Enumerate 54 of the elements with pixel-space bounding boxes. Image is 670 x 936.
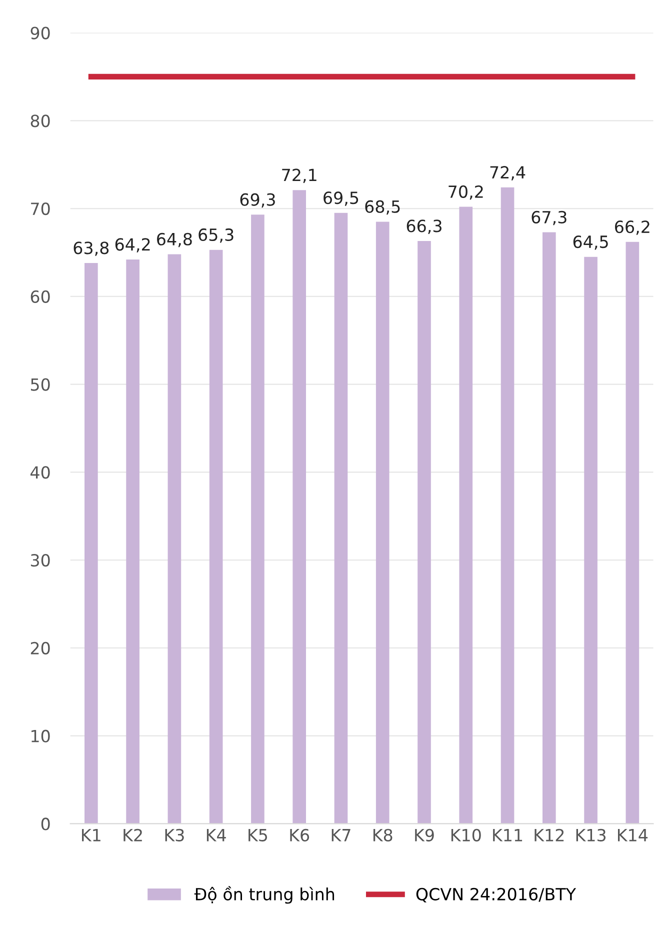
x-tick-label: K3	[165, 828, 184, 842]
data-label: 67,3	[532, 210, 566, 226]
x-tick-label: K7	[332, 829, 350, 842]
bar	[542, 232, 556, 824]
bar	[209, 250, 223, 824]
data-label: 64,8	[157, 232, 192, 248]
x-tick-label: K1	[82, 829, 100, 842]
bar	[292, 190, 306, 824]
y-tick-label: 60	[30, 290, 50, 303]
bar	[168, 254, 182, 824]
x-tick-label: K5	[248, 829, 268, 842]
bar	[376, 222, 390, 824]
y-tick-label: 70	[31, 202, 50, 216]
x-tick-label: K2	[124, 828, 142, 842]
data-label: 69,5	[324, 192, 358, 206]
bar	[459, 206, 473, 824]
data-label: 72,4	[490, 166, 526, 180]
legend-label: QCVN 24:2016/BTY	[416, 888, 576, 902]
data-label: 68,5	[365, 200, 400, 215]
x-tick-label: K9	[415, 828, 434, 842]
legend-label: Độ ồn trung bình	[194, 886, 334, 904]
y-tick-label: 80	[30, 114, 50, 128]
bar	[334, 212, 348, 824]
y-tick-label: 90	[30, 26, 50, 40]
y-tick-label: 0	[41, 818, 50, 830]
x-tick-label: K11	[493, 829, 522, 842]
data-label: 66,3	[406, 220, 442, 234]
y-tick-label: 40	[30, 466, 50, 479]
x-tick-label: K10	[451, 828, 481, 842]
data-label: 70,2	[448, 185, 483, 200]
x-tick-label: K13	[576, 828, 606, 842]
y-tick-label: 20	[30, 642, 50, 654]
data-label: 72,1	[282, 168, 316, 183]
bar	[126, 259, 140, 824]
bar	[626, 242, 640, 824]
data-label: 63,8	[74, 242, 109, 256]
bar	[500, 187, 514, 824]
data-label: 69,3	[240, 193, 275, 208]
x-tick-label: K14	[618, 829, 648, 842]
bar	[584, 256, 598, 824]
data-label: 64,2	[115, 238, 150, 252]
bar	[84, 263, 98, 824]
y-tick-label: 10	[32, 730, 50, 742]
y-tick-label: 50	[30, 378, 50, 391]
y-tick-label: 30	[30, 554, 50, 567]
x-tick-label: K6	[290, 828, 310, 842]
data-label: 65,3	[198, 228, 234, 243]
x-tick-label: K8	[373, 828, 392, 842]
x-tick-label: K12	[534, 828, 564, 842]
x-tick-label: K4	[206, 829, 226, 842]
data-label: 66,2	[615, 220, 650, 235]
bar	[418, 241, 431, 824]
data-label: 64,5	[573, 235, 608, 250]
bar	[251, 214, 264, 824]
